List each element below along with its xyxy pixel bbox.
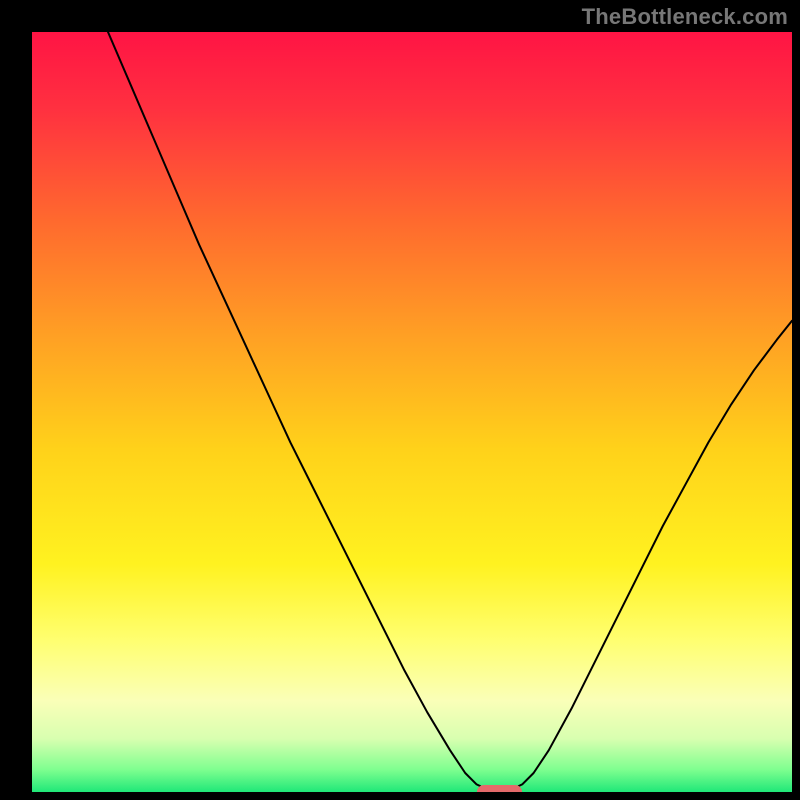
min-marker bbox=[477, 785, 523, 792]
chart-container: TheBottleneck.com bbox=[0, 0, 800, 800]
curve-svg bbox=[32, 32, 792, 792]
plot-area bbox=[32, 32, 792, 792]
bottleneck-curve bbox=[108, 32, 792, 792]
watermark-text: TheBottleneck.com bbox=[582, 4, 788, 30]
